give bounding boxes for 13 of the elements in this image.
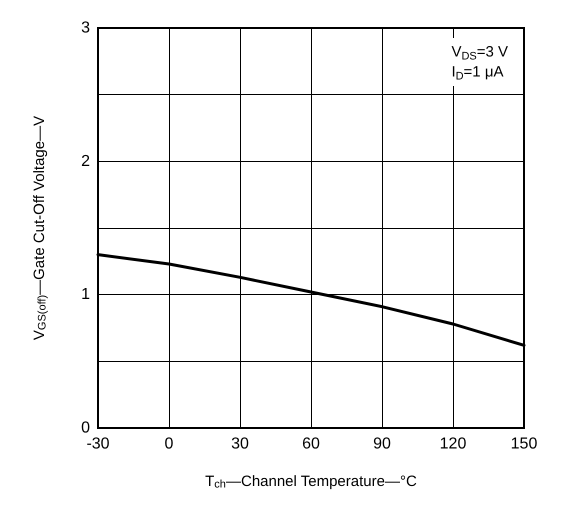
x-tick-label: 0 (164, 436, 174, 452)
x-tick-label: 60 (302, 436, 320, 452)
y-tick-label: 0 (81, 420, 90, 436)
x-tick-label: -30 (86, 436, 110, 452)
y-tick-label: 2 (81, 152, 90, 170)
y-tick-label: 3 (81, 20, 90, 36)
y-tick-label: 1 (81, 286, 90, 304)
x-tick-label: 150 (510, 436, 538, 452)
x-tick-label: 30 (231, 436, 249, 452)
x-axis-title: Tch—Channel Temperature—°C (205, 473, 417, 490)
x-tick-label: 90 (373, 436, 391, 452)
x-tick-label: 120 (440, 436, 466, 452)
y-axis-title: VGS(off)—Gate Cut-Off Voltage—V (31, 116, 48, 340)
